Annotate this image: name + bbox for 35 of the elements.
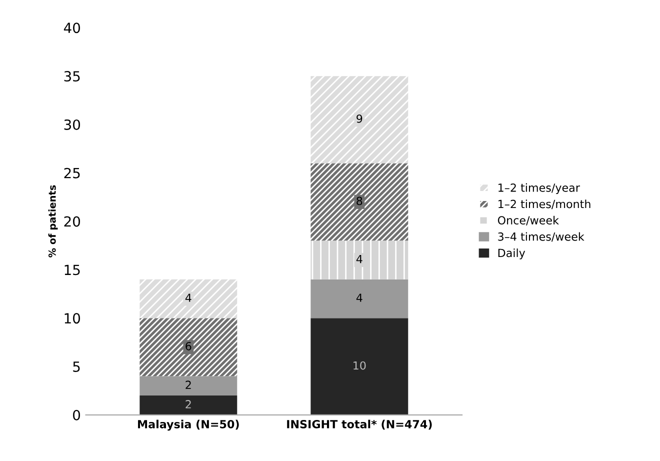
x-tick-label: Malaysia (N=50) (138, 420, 239, 431)
data-label: 4 (185, 294, 192, 302)
legend-label: 1–2 times/month (498, 200, 590, 210)
legend-label: 3–4 times/week (498, 232, 584, 242)
y-axis-title: % of patients (48, 185, 58, 258)
data-label: 2 (186, 380, 191, 389)
legend-label: Once/week (498, 216, 559, 226)
bar (140, 279, 238, 318)
legend-label: Daily (498, 248, 526, 260)
data-label: 2 (186, 400, 191, 408)
y-tick-label: 40 (64, 22, 80, 34)
y-tick-label: 0 (73, 410, 80, 420)
bar (310, 163, 408, 241)
data-label: 6 (186, 342, 192, 350)
bar (310, 318, 408, 415)
bar (140, 318, 238, 376)
bar (140, 376, 238, 396)
y-tick-label: 20 (64, 216, 80, 227)
bar (140, 396, 238, 415)
data-label: 9 (356, 114, 362, 123)
legend-label: 1–2 times/year (498, 183, 580, 194)
data-label: 8 (356, 196, 362, 206)
bar (310, 76, 408, 164)
y-tick-label: 25 (64, 168, 80, 178)
bar (310, 240, 408, 280)
y-tick-label: 5 (73, 362, 80, 372)
y-tick-label: 10 (64, 313, 80, 324)
y-tick-label: 35 (64, 71, 80, 82)
data-label: 4 (356, 294, 362, 302)
data-label: 10 (354, 361, 366, 370)
y-tick-label: 30 (64, 119, 80, 130)
data-label: 4 (356, 254, 362, 264)
bar (310, 279, 408, 318)
y-tick-label: 15 (64, 264, 80, 276)
x-tick-label: INSIGHT total* (N=474) (287, 420, 432, 430)
